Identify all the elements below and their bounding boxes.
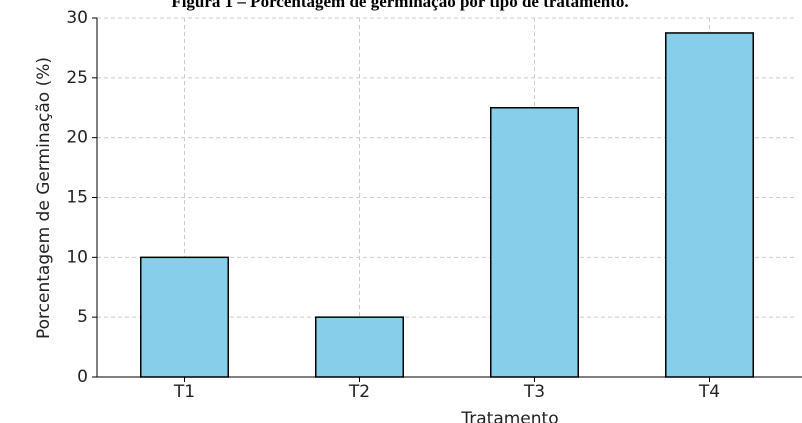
chart-title: Figura 1 – Porcentagem de germinação por… bbox=[171, 0, 628, 11]
y-tick-label: 15 bbox=[66, 188, 88, 208]
y-tick-label: 20 bbox=[66, 128, 88, 148]
bar bbox=[140, 256, 229, 378]
bar bbox=[665, 32, 754, 378]
y-tick-label: 5 bbox=[77, 307, 88, 327]
y-tick-label: 30 bbox=[66, 8, 88, 28]
x-tick-label: T1 bbox=[173, 382, 195, 402]
x-axis-label: Tratamento bbox=[460, 409, 558, 423]
bar bbox=[490, 107, 579, 378]
y-axis-label: Porcentagem de Germinação (%) bbox=[34, 57, 54, 339]
y-tick-label: 0 bbox=[77, 367, 88, 387]
x-tick-label: T3 bbox=[523, 382, 545, 402]
y-tick-label: 10 bbox=[66, 247, 88, 267]
x-tick-label: T4 bbox=[698, 382, 720, 402]
y-tick-label: 25 bbox=[66, 68, 88, 88]
bar bbox=[315, 316, 404, 378]
x-tick-label: T2 bbox=[348, 382, 370, 402]
